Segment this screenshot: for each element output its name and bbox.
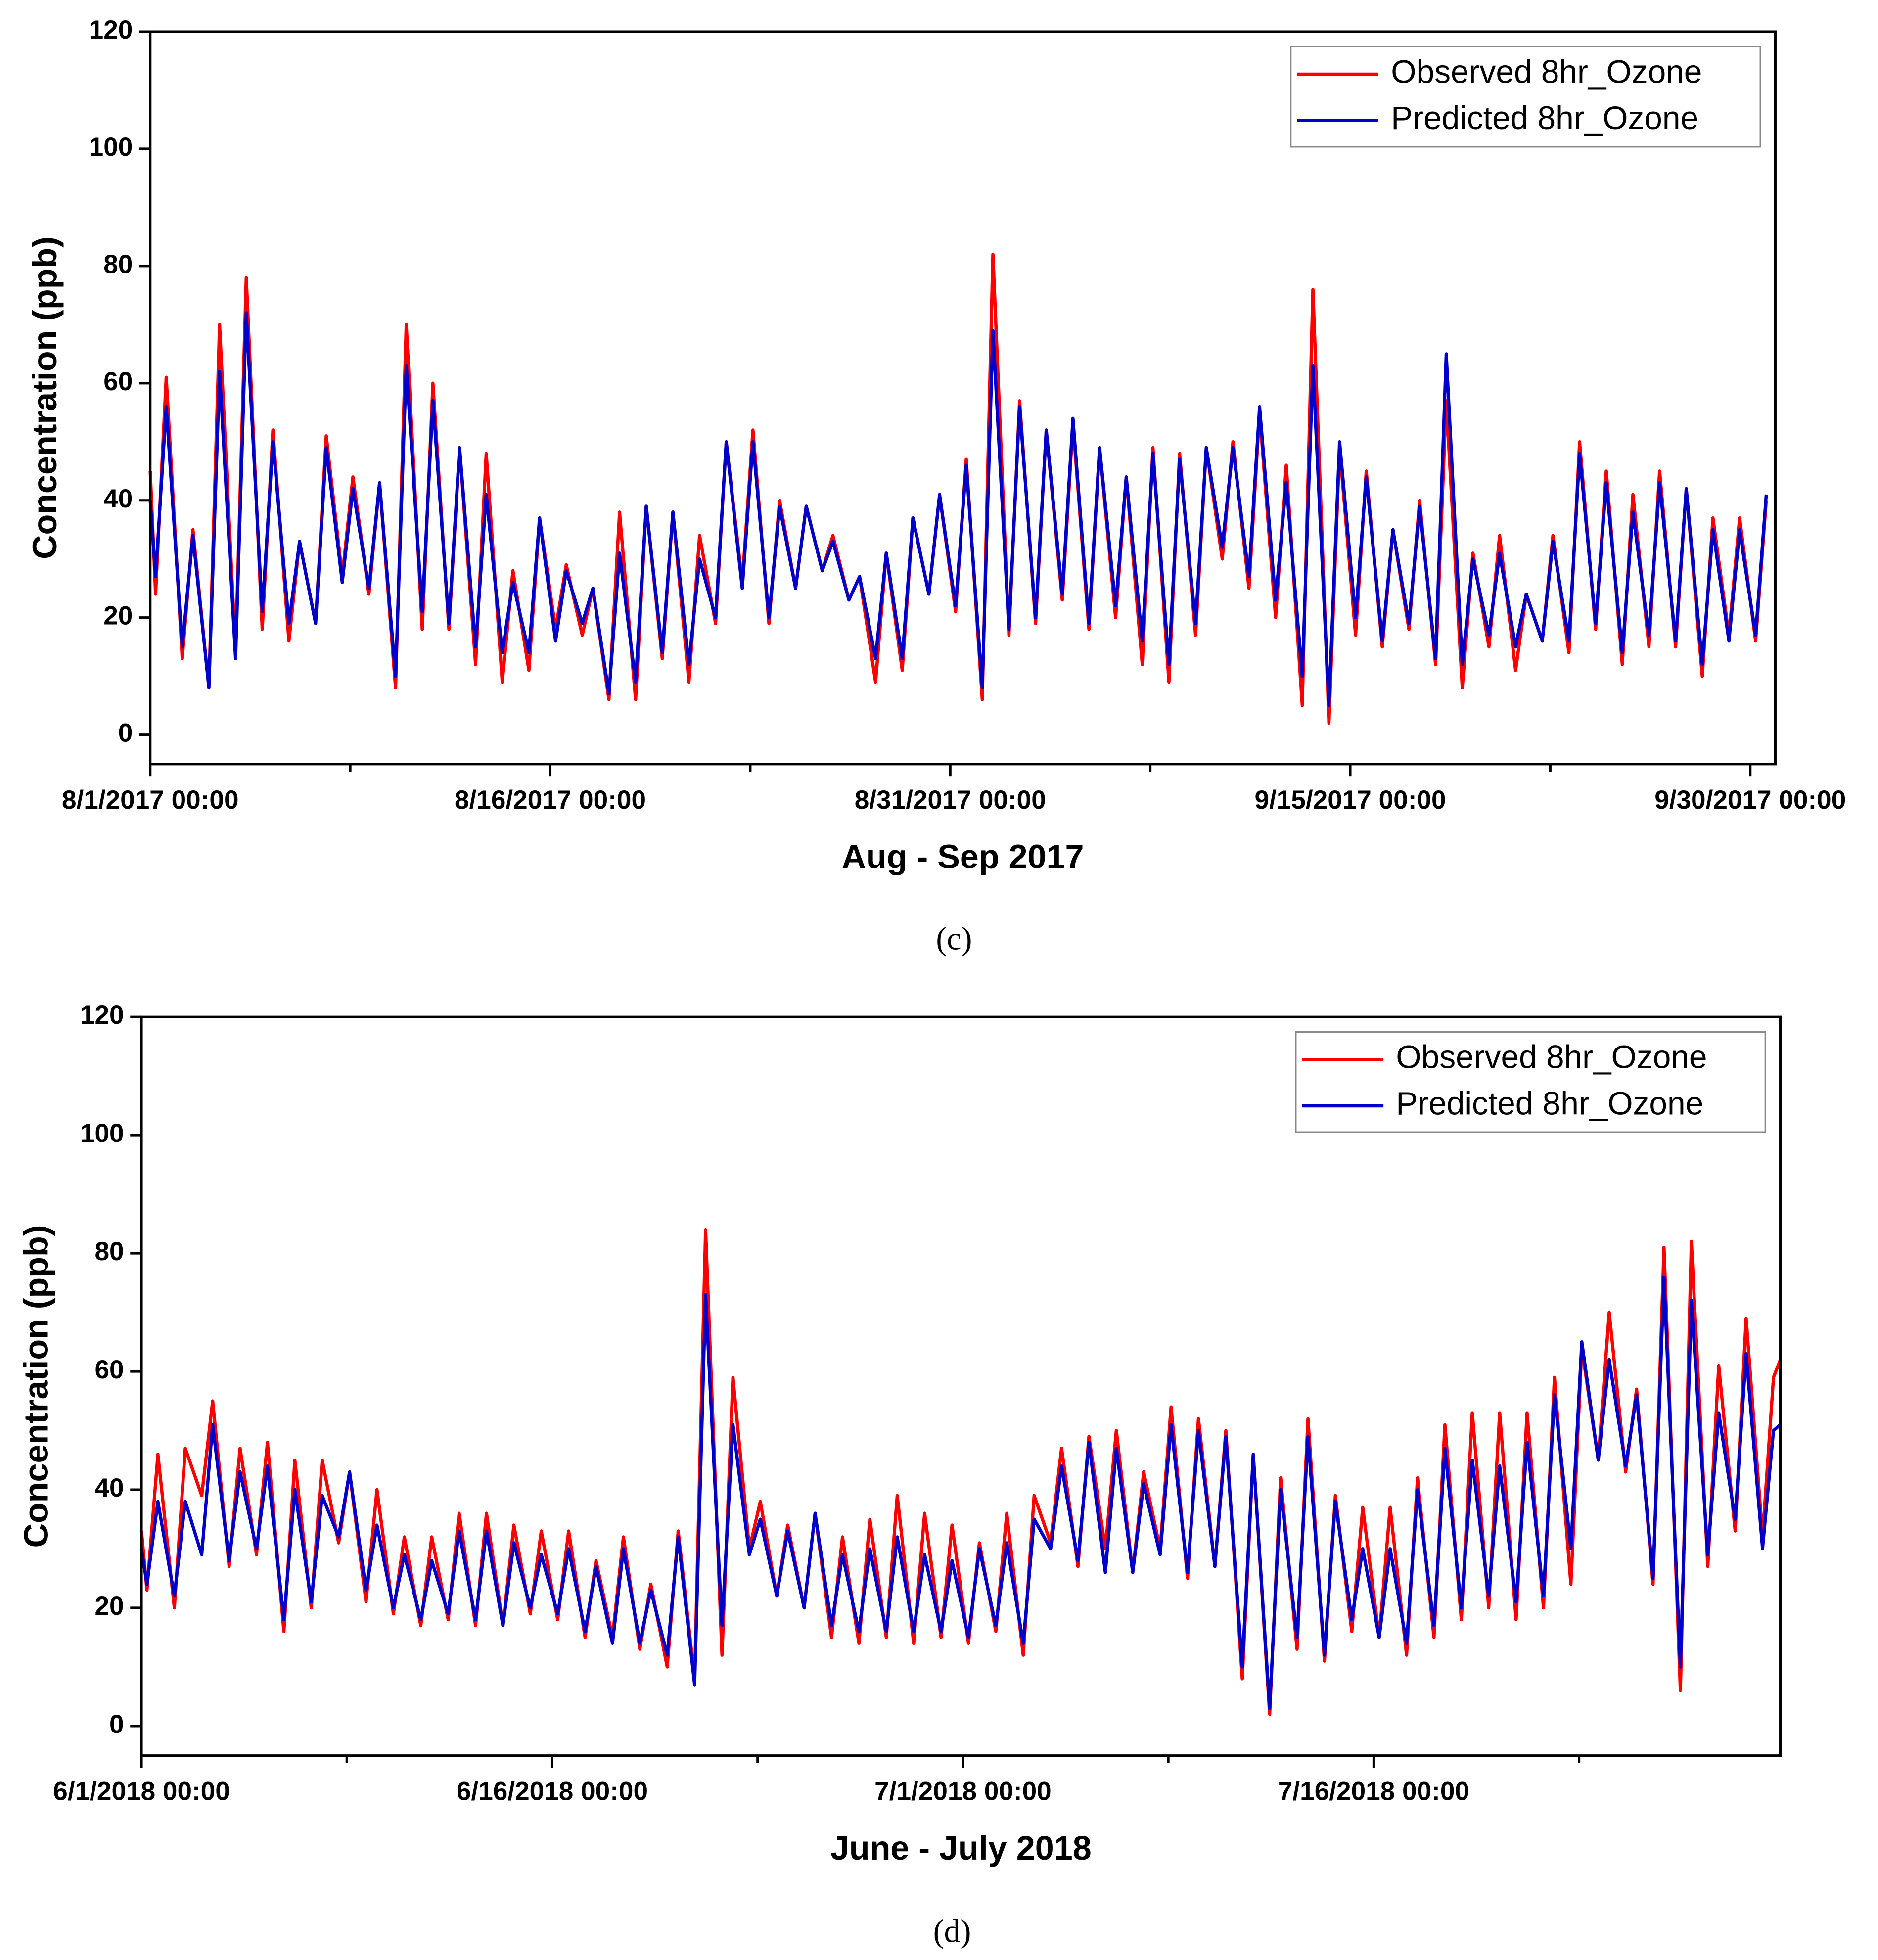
chart: 0 20 40 60 80 100 120 6/1/2018 00:00 6/16/2018 0… (18, 1001, 1782, 1950)
x-tick-label: 9/30/2017 00:00 (1654, 785, 1846, 815)
legend-box (1295, 1031, 1766, 1133)
y-tick-label: 120 (80, 1001, 124, 1030)
x-tick-label: 9/15/2017 00:00 (1254, 785, 1446, 815)
chart: 0 20 40 60 80 100 120 8/1/2017 00:00 8/16/2017 0… (26, 15, 1846, 957)
y-tick-label: 40 (103, 484, 133, 513)
legend-label: Observed 8hr_Ozone (1396, 1039, 1707, 1075)
y-tick-label: 100 (89, 133, 133, 162)
x-tick-label: 8/16/2017 00:00 (455, 785, 646, 815)
legend-label: Predicted 8hr_Ozone (1391, 99, 1698, 136)
y-tick-label: 80 (103, 250, 133, 279)
y-tick-label: 40 (94, 1473, 124, 1503)
y-axis-title: Concentration (ppb) (18, 1225, 55, 1548)
legend-box (1290, 46, 1761, 148)
x-tick-label: 8/31/2017 00:00 (855, 785, 1046, 815)
plot-frame (149, 30, 1777, 766)
legend-label: Predicted 8hr_Ozone (1396, 1085, 1703, 1121)
legend: Observed 8hr_Ozone Predicted 8hr_Ozone (1290, 46, 1761, 148)
x-axis-title: Aug - Sep 2017 (842, 838, 1084, 875)
y-tick-label: 120 (89, 15, 133, 45)
y-tick-label: 100 (80, 1119, 124, 1148)
series-line (139, 1275, 1782, 1710)
plot-frame (140, 1015, 1782, 1757)
legend: Observed 8hr_Ozone Predicted 8hr_Ozone (1295, 1031, 1766, 1133)
legend-label: Observed 8hr_Ozone (1391, 53, 1702, 90)
y-tick-label: 60 (103, 367, 133, 396)
panel-label: (d) (933, 1914, 971, 1950)
x-tick-label: 6/16/2018 00:00 (457, 1777, 648, 1806)
x-tick-label: 6/1/2018 00:00 (53, 1777, 230, 1806)
panel-label: (c) (936, 920, 972, 957)
series-line (148, 311, 1768, 707)
x-tick-label: 8/1/2017 00:00 (62, 785, 239, 815)
y-tick-label: 20 (94, 1592, 124, 1621)
y-tick-label: 0 (118, 719, 133, 748)
x-tick-label: 7/16/2018 00:00 (1278, 1777, 1469, 1806)
x-axis-title: June - July 2018 (830, 1829, 1092, 1867)
y-tick-label: 20 (103, 601, 133, 631)
x-tick-label: 7/1/2018 00:00 (874, 1777, 1052, 1806)
y-tick-label: 60 (94, 1355, 124, 1384)
y-axis-title: Concentration (ppb) (26, 236, 64, 559)
y-tick-label: 80 (94, 1237, 124, 1266)
y-tick-label: 0 (109, 1710, 124, 1739)
